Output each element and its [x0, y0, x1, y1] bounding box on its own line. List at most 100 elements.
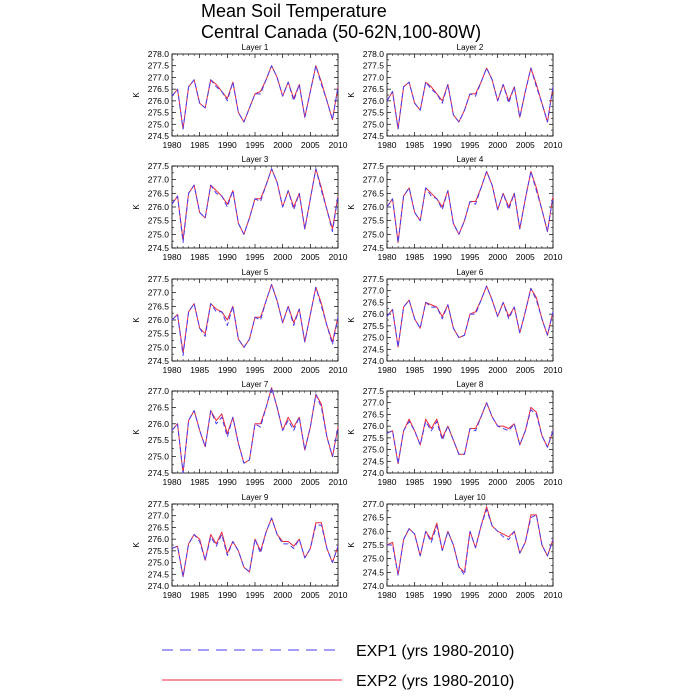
plot-frame [171, 503, 339, 587]
x-tick-label: 2005 [301, 140, 320, 150]
panel-layer-8: Layer 8274.0274.5275.0275.5276.0276.5277… [347, 380, 563, 487]
plot-frame [386, 390, 554, 474]
y-tick-label: 274.0 [148, 581, 170, 591]
panel-title: Layer 9 [242, 493, 269, 502]
panel-title: Layer 7 [242, 380, 269, 389]
x-tick-label: 2000 [488, 477, 507, 487]
y-tick-label: 274.5 [363, 567, 385, 577]
y-tick-label: 275.5 [148, 108, 170, 118]
y-tick-label: 276.5 [363, 84, 385, 94]
x-tick-label: 1990 [218, 365, 237, 375]
y-tick-label: 275.0 [363, 333, 385, 343]
x-tick-label: 1985 [190, 477, 209, 487]
plot-frame [171, 165, 339, 249]
y-tick-label: 278.0 [363, 49, 385, 59]
x-tick-label: 1995 [461, 590, 480, 600]
panel-layer-6: Layer 6274.0274.5275.0275.5276.0276.5277… [347, 268, 563, 375]
x-tick-label: 2000 [273, 477, 292, 487]
series-exp2-line [386, 402, 554, 465]
y-tick-label: 277.5 [148, 499, 170, 509]
y-tick-label: 275.5 [363, 216, 385, 226]
x-tick-label: 2010 [544, 140, 563, 150]
x-tick-label: 1990 [218, 477, 237, 487]
y-tick-label: 276.0 [148, 315, 170, 325]
y-axis-label: K [347, 429, 356, 435]
x-tick-label: 2010 [329, 477, 348, 487]
x-tick-label: 2000 [273, 365, 292, 375]
x-tick-label: 1980 [378, 140, 397, 150]
x-tick-label: 2010 [329, 590, 348, 600]
y-tick-label: 277.0 [148, 175, 170, 185]
x-tick-label: 1980 [378, 365, 397, 375]
y-tick-label: 277.5 [363, 61, 385, 71]
y-tick-label: 276.5 [363, 409, 385, 419]
y-tick-label: 276.5 [363, 297, 385, 307]
y-tick-label: 274.0 [363, 581, 385, 591]
y-axis-label: K [347, 542, 356, 548]
x-tick-label: 2000 [273, 590, 292, 600]
y-axis-label: K [347, 204, 356, 210]
y-tick-label: 274.5 [363, 344, 385, 354]
x-tick-label: 2005 [301, 477, 320, 487]
x-tick-label: 1990 [218, 590, 237, 600]
y-tick-label: 275.0 [363, 229, 385, 239]
plot-frame [386, 503, 554, 587]
legend-exp1-label: EXP1 (yrs 1980-2010) [356, 643, 514, 660]
series-exp1-line [386, 67, 554, 130]
x-tick-label: 2005 [516, 140, 535, 150]
plot-frame [171, 390, 339, 474]
panel-title: Layer 2 [457, 43, 484, 52]
plot-frame [386, 165, 554, 249]
y-tick-label: 277.0 [148, 511, 170, 521]
x-tick-label: 2005 [301, 365, 320, 375]
x-tick-label: 2010 [329, 140, 348, 150]
y-tick-label: 277.0 [363, 175, 385, 185]
x-tick-label: 2005 [516, 590, 535, 600]
y-tick-label: 275.0 [363, 119, 385, 129]
legend: EXP1 (yrs 1980-2010) EXP2 (yrs 1980-2010… [162, 643, 514, 690]
x-tick-label: 1995 [461, 252, 480, 262]
series-exp2-line [171, 387, 339, 474]
y-tick-label: 277.0 [363, 72, 385, 82]
x-tick-label: 1990 [433, 252, 452, 262]
y-tick-label: 274.0 [363, 468, 385, 478]
y-tick-label: 274.5 [148, 468, 170, 478]
x-tick-label: 1990 [433, 365, 452, 375]
x-tick-label: 1995 [461, 365, 480, 375]
series-exp1-line [171, 517, 339, 578]
series-exp2-line [171, 517, 339, 578]
y-tick-label: 274.5 [148, 243, 170, 253]
y-tick-label: 276.5 [148, 84, 170, 94]
plot-frame [386, 278, 554, 362]
y-tick-label: 274.5 [363, 456, 385, 466]
series-exp1-line [386, 170, 554, 244]
y-tick-label: 276.0 [363, 96, 385, 106]
x-tick-label: 1990 [433, 590, 452, 600]
y-tick-label: 277.0 [148, 386, 170, 396]
x-tick-label: 1985 [405, 477, 424, 487]
x-tick-label: 1985 [405, 140, 424, 150]
panel-layer-7: Layer 7 274.5 275.0 275.5 276.0 276.5 277.0 198… [132, 380, 348, 487]
series-exp2-line [386, 506, 554, 576]
x-tick-label: 1995 [246, 365, 265, 375]
y-tick-label: 276.0 [363, 526, 385, 536]
x-tick-label: 2010 [544, 477, 563, 487]
y-tick-label: 277.5 [363, 274, 385, 284]
series-exp1-line [171, 168, 339, 244]
panel-layer-4: Layer 4 274.5 275.0 275.5 276.0 276.5 277.0 277… [347, 155, 563, 262]
series-exp1-line [386, 285, 554, 348]
y-tick-label: 275.5 [148, 435, 170, 445]
x-tick-label: 1990 [433, 477, 452, 487]
y-tick-label: 276.5 [148, 522, 170, 532]
panel-grid: Layer 1274.5275.0275.5276.0276.5277.0277… [132, 43, 563, 600]
series-exp1-line [171, 283, 339, 357]
y-tick-label: 276.0 [363, 309, 385, 319]
panel-layer-5: Layer 5 274.5 275.0 275.5 276.0 276.5 277.0 277… [132, 268, 348, 375]
x-tick-label: 1985 [190, 140, 209, 150]
y-tick-label: 277.5 [148, 61, 170, 71]
series-exp2-line [386, 170, 554, 244]
y-tick-label: 274.5 [148, 356, 170, 366]
y-tick-label: 276.0 [363, 421, 385, 431]
